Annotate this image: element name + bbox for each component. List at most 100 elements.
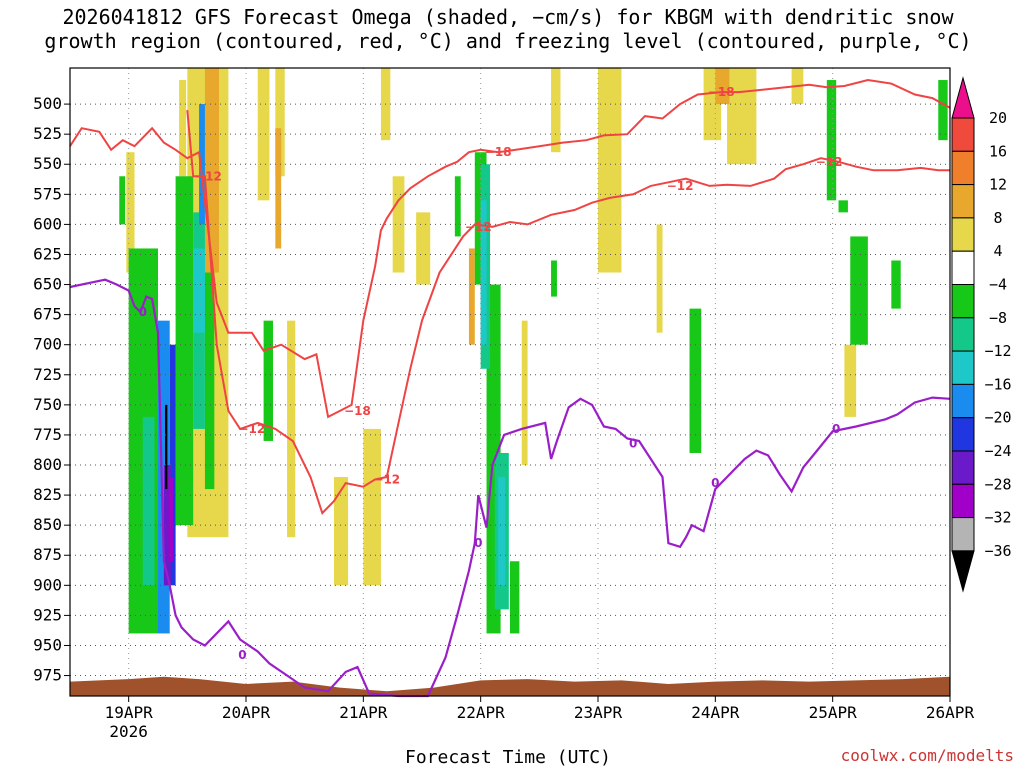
contour-label-10: −12 bbox=[238, 422, 265, 436]
omega-shade-47 bbox=[199, 104, 205, 225]
omega-shade-36 bbox=[850, 236, 868, 345]
contour-label-12: −12 bbox=[465, 220, 492, 234]
omega-shade-6 bbox=[334, 477, 349, 586]
plot-frame bbox=[69, 67, 951, 697]
y-tick-label-12: 800 bbox=[33, 455, 62, 474]
y-tick-label-5: 625 bbox=[33, 244, 62, 263]
y-tick-label-9: 725 bbox=[33, 365, 62, 384]
omega-shade-45 bbox=[498, 477, 506, 586]
colorbar-label-2: 12 bbox=[989, 176, 1007, 194]
chart-title-line-1: 2026041812 GFS Forecast Omega (shaded, −… bbox=[62, 5, 954, 29]
omega-shade-51 bbox=[165, 404, 168, 490]
colorbar-label-1: 16 bbox=[989, 142, 1007, 160]
plot-area: 0 0 0 0 0 0 −18 −18 −18 −12 −12 −12 −12 −12 −12 bbox=[69, 68, 951, 698]
omega-shade-11 bbox=[521, 320, 528, 466]
colorbar: 20 16 12 8 4 −4 −8 −12 −16 −20 −24 −28 −32 −36 bbox=[951, 76, 1012, 593]
omega-shade-16 bbox=[727, 68, 757, 165]
colorbar-label-5: −4 bbox=[989, 276, 1007, 294]
colorbar-box-5 bbox=[951, 250, 975, 285]
colorbar-box-1 bbox=[951, 117, 975, 152]
omega-shade-22 bbox=[715, 68, 730, 105]
colorbar-box-6 bbox=[951, 284, 975, 319]
omega-shade-50 bbox=[168, 477, 174, 562]
y-tick-label-3: 575 bbox=[33, 184, 62, 203]
colorbar-box-8 bbox=[951, 350, 975, 385]
dgz-minus18-contour bbox=[69, 78, 951, 419]
y-tick-label-7: 675 bbox=[33, 305, 62, 324]
colorbar-label-11: −28 bbox=[984, 475, 1011, 493]
omega-shade-4 bbox=[275, 68, 285, 177]
x-tick-label-3: 22APR bbox=[457, 703, 506, 722]
contour-label-5: 0 bbox=[832, 422, 840, 436]
y-tick-label-19: 975 bbox=[33, 666, 62, 685]
y-tick-label-4: 600 bbox=[33, 214, 62, 233]
omega-shade-25 bbox=[175, 176, 194, 526]
omega-shade-1 bbox=[179, 80, 187, 177]
contour-label-7: −18 bbox=[485, 145, 512, 159]
omega-shade-23 bbox=[119, 176, 126, 225]
omega-shade-21 bbox=[468, 248, 475, 345]
omega-shade-33 bbox=[689, 308, 702, 453]
x-tick-label-6: 25APR bbox=[809, 703, 858, 722]
terrain-ground-band bbox=[70, 676, 950, 696]
contour-label-4: 0 bbox=[711, 476, 719, 490]
contour-label-14: −12 bbox=[816, 155, 843, 169]
omega-shade-39 bbox=[142, 416, 155, 586]
contour-label-11: −12 bbox=[373, 472, 400, 486]
y-tick-label-13: 825 bbox=[33, 485, 62, 504]
omega-shade-32 bbox=[551, 260, 557, 297]
omega-shade-43 bbox=[193, 248, 205, 333]
omega-shade-12 bbox=[551, 68, 561, 153]
y-tick-label-11: 775 bbox=[33, 425, 62, 444]
x-axis-label: Forecast Time (UTC) bbox=[405, 747, 611, 768]
colorbar-box-7 bbox=[951, 317, 975, 352]
dgz-minus12-contour bbox=[186, 110, 950, 515]
y-tick-label-2: 550 bbox=[33, 154, 62, 173]
colorbar-box-3 bbox=[951, 184, 975, 219]
credit-text: coolwx.com/modelts bbox=[841, 746, 1014, 765]
omega-shade-34 bbox=[826, 80, 837, 201]
y-tick-label-8: 700 bbox=[33, 335, 62, 354]
colorbar-box-2 bbox=[951, 150, 975, 186]
omega-shade-37 bbox=[891, 260, 901, 309]
contour-label-0: 0 bbox=[139, 305, 147, 319]
contour-label-8: −18 bbox=[708, 85, 735, 99]
x-tick-sublabel-0: 2026 bbox=[109, 722, 148, 741]
colorbar-label-0: 20 bbox=[989, 109, 1007, 127]
colorbar-label-9: −20 bbox=[984, 409, 1011, 427]
x-tick-label-0: 19APR bbox=[105, 703, 154, 722]
colorbar-label-6: −8 bbox=[989, 309, 1007, 327]
omega-shade-9 bbox=[392, 176, 405, 273]
y-tick-label-14: 850 bbox=[33, 515, 62, 534]
y-tick-label-1: 525 bbox=[33, 124, 62, 143]
contour-label-1: 0 bbox=[238, 648, 246, 662]
y-tick-label-17: 925 bbox=[33, 605, 62, 624]
contour-label-13: −12 bbox=[667, 179, 694, 193]
colorbar-box-4 bbox=[951, 217, 975, 252]
omega-shade-35 bbox=[838, 200, 848, 213]
x-tick-label-1: 20APR bbox=[222, 703, 271, 722]
omega-shade-13 bbox=[598, 68, 622, 273]
y-tick-label-18: 950 bbox=[33, 635, 62, 654]
colorbar-label-4: 4 bbox=[993, 242, 1002, 260]
y-tick-label-6: 650 bbox=[33, 275, 62, 294]
colorbar-box-13 bbox=[951, 517, 975, 552]
contour-label-9: −12 bbox=[195, 169, 222, 183]
y-tick-label-10: 750 bbox=[33, 395, 62, 414]
colorbar-label-8: −16 bbox=[984, 375, 1011, 393]
freezing-level-contour bbox=[69, 278, 951, 698]
colorbar-label-10: −24 bbox=[984, 442, 1011, 460]
omega-shade-49 bbox=[163, 465, 171, 586]
omega-shade-31 bbox=[510, 561, 520, 634]
omega-shade-28 bbox=[454, 176, 461, 237]
colorbar-box-9 bbox=[951, 383, 975, 419]
omega-shade-38 bbox=[938, 80, 948, 141]
colorbar-box-11 bbox=[951, 450, 975, 485]
omega-shade-27 bbox=[263, 320, 273, 441]
x-tick-label-4: 23APR bbox=[574, 703, 623, 722]
colorbar-box-12 bbox=[951, 483, 975, 519]
colorbar-label-7: −12 bbox=[984, 342, 1011, 360]
omega-shade-20 bbox=[275, 128, 282, 249]
omega-shade-48 bbox=[169, 344, 176, 586]
